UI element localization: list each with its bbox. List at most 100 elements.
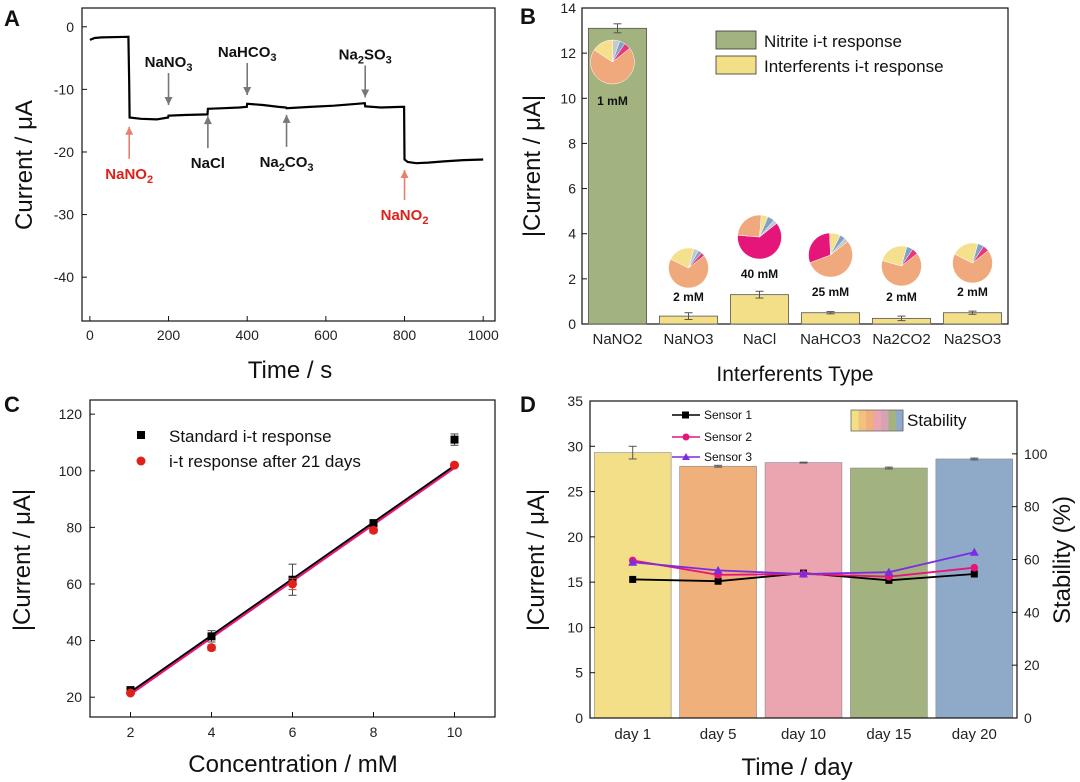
pie-slice <box>830 237 849 256</box>
legend-nitrite-label: Nitrite i-t response <box>764 32 902 51</box>
panel-a-ticks: 0 200 400 600 800 1000 0 -10 -20 -30 -40 <box>54 19 499 343</box>
x-tick-label: 200 <box>157 327 181 343</box>
category-label: day 10 <box>781 726 826 743</box>
y-right-tick-label: 0 <box>1024 710 1032 726</box>
panel-d-legend: Sensor 1 Sensor 2 Sensor 3 Stability <box>672 408 967 464</box>
panel-c-legend: Standard i-t response i-t response after… <box>136 427 361 471</box>
panel-b: B 0 2 4 6 8 10 12 14 NaNO2 NaNO3 NaCl NaHCO3 Na2CO2… <box>519 0 1009 386</box>
y-tick-label: 40 <box>66 633 82 649</box>
pie-slice <box>737 222 782 260</box>
concentration-label: 40 mM <box>741 267 778 281</box>
y-tick-label: 10 <box>567 619 583 635</box>
y-right-tick-label: 20 <box>1024 657 1040 673</box>
x-tick-label: 1000 <box>468 327 499 343</box>
concentration-label: 2 mM <box>673 290 704 304</box>
stability-swatch-stripe <box>851 410 859 431</box>
concentration-label: 2 mM <box>886 290 917 304</box>
pie-slice <box>668 255 709 289</box>
data-point-21days <box>207 643 216 653</box>
annotation-label: NaHCO3 <box>218 44 277 64</box>
category-label: day 20 <box>952 726 997 743</box>
concentration-label: 2 mM <box>957 285 988 299</box>
category-label: Na2SO3 <box>944 331 1002 348</box>
y-tick-label: -40 <box>54 269 74 285</box>
category-label: NaHCO3 <box>800 331 861 348</box>
legend-stability-swatch <box>850 409 904 432</box>
panel-a-annotations: NaNO3 NaHCO3 Na2SO3 NaNO2 NaCl Na2CO3 NaNO2 <box>105 44 428 227</box>
category-label: Na2CO2 <box>872 331 930 348</box>
y-tick-label: 25 <box>567 484 583 500</box>
sensor-point <box>714 577 722 585</box>
panel-d-ylabel-right: Stability (%) <box>1049 496 1076 624</box>
y-tick-label: -30 <box>54 207 74 223</box>
y-right-tick-label: 100 <box>1024 446 1048 462</box>
stability-swatch-stripe <box>873 410 881 431</box>
y-right-tick-label: 80 <box>1024 499 1040 515</box>
y-tick-label: 80 <box>66 519 82 535</box>
annotation-arrow-head <box>243 87 252 96</box>
stability-swatch-border <box>850 409 904 432</box>
legend-sensor1-marker <box>682 411 689 419</box>
data-point-21days <box>369 525 378 535</box>
y-tick-label: 20 <box>66 689 82 705</box>
sensor-point <box>970 563 979 572</box>
panel-a-xlabel: Time / s <box>248 357 332 384</box>
annotation-arrow-head <box>203 116 212 125</box>
sensor-point <box>969 547 979 556</box>
panel-a-line <box>89 35 484 165</box>
panel-b-frame <box>581 7 1009 325</box>
legend-nitrite-swatch <box>715 30 757 50</box>
annotation-label: Na2CO3 <box>260 154 314 174</box>
data-point-21days <box>126 688 135 698</box>
data-point-standard <box>450 435 459 444</box>
legend-sensor3-marker <box>682 453 690 460</box>
legend-sensor2-marker <box>682 433 690 441</box>
sensor-point <box>713 565 723 574</box>
bar <box>729 294 790 325</box>
panel-c: C 2 4 6 8 10 20 40 60 80 100 120 Standard i-t resp… <box>4 392 496 778</box>
panel-d-ticks: 0 5 10 15 20 25 30 35 0 20 40 60 80 100 day 1 day 5 day … <box>567 393 1047 743</box>
data-point-21days <box>288 579 297 589</box>
stability-bar <box>764 462 843 719</box>
annotation-label: Na2SO3 <box>339 47 392 67</box>
pie-slice <box>881 253 922 287</box>
annotation-label: NaCl <box>191 155 225 172</box>
panel-b-pies: 1 mM 2 mM 40 mM 25 mM 2 mM 2 mM <box>590 39 993 304</box>
y-tick-label: 8 <box>568 135 576 151</box>
legend-standard-marker <box>137 431 145 439</box>
y-tick-label: 100 <box>59 463 83 479</box>
stability-bar <box>593 452 672 719</box>
stability-bar <box>935 458 1014 719</box>
panel-d-label: D <box>520 392 536 417</box>
category-label: day 15 <box>866 726 911 743</box>
y-right-tick-label: 40 <box>1024 604 1040 620</box>
data-point-21days <box>450 460 459 470</box>
legend-standard-label: Standard i-t response <box>169 427 332 446</box>
y-tick-label: 0 <box>66 19 74 35</box>
y-tick-label: -20 <box>54 144 74 160</box>
sensor-point <box>884 567 894 576</box>
y-tick-label: 12 <box>560 45 576 61</box>
legend-sensor2-label: Sensor 2 <box>704 430 752 444</box>
panel-c-ticks: 2 4 6 8 10 20 40 60 80 100 120 <box>59 406 463 740</box>
stability-swatch-stripe <box>888 410 896 431</box>
stability-swatch-stripe <box>896 410 904 431</box>
panel-b-bars: NaNO2 NaNO3 NaCl NaHCO3 Na2CO2 Na2SO3 <box>587 23 1003 348</box>
y-tick-label: 10 <box>560 90 576 106</box>
annotation-label: NaNO3 <box>145 54 193 74</box>
legend-sensor1-label: Sensor 1 <box>704 408 752 422</box>
pie-slice <box>972 245 989 264</box>
legend-interferents-swatch <box>715 55 757 75</box>
stability-bar <box>850 467 928 719</box>
panel-c-ylabel: |Current / μA| <box>9 489 36 631</box>
annotation-arrow-head <box>125 126 134 135</box>
sensor-point <box>629 575 637 583</box>
x-tick-label: 0 <box>86 327 94 343</box>
y-tick-label: 20 <box>567 529 583 545</box>
sensor-point <box>628 557 638 566</box>
pie-slice <box>901 248 918 267</box>
category-label: NaCl <box>743 331 776 348</box>
annotation-arrow-head <box>400 169 409 178</box>
panel-c-label: C <box>4 392 20 417</box>
